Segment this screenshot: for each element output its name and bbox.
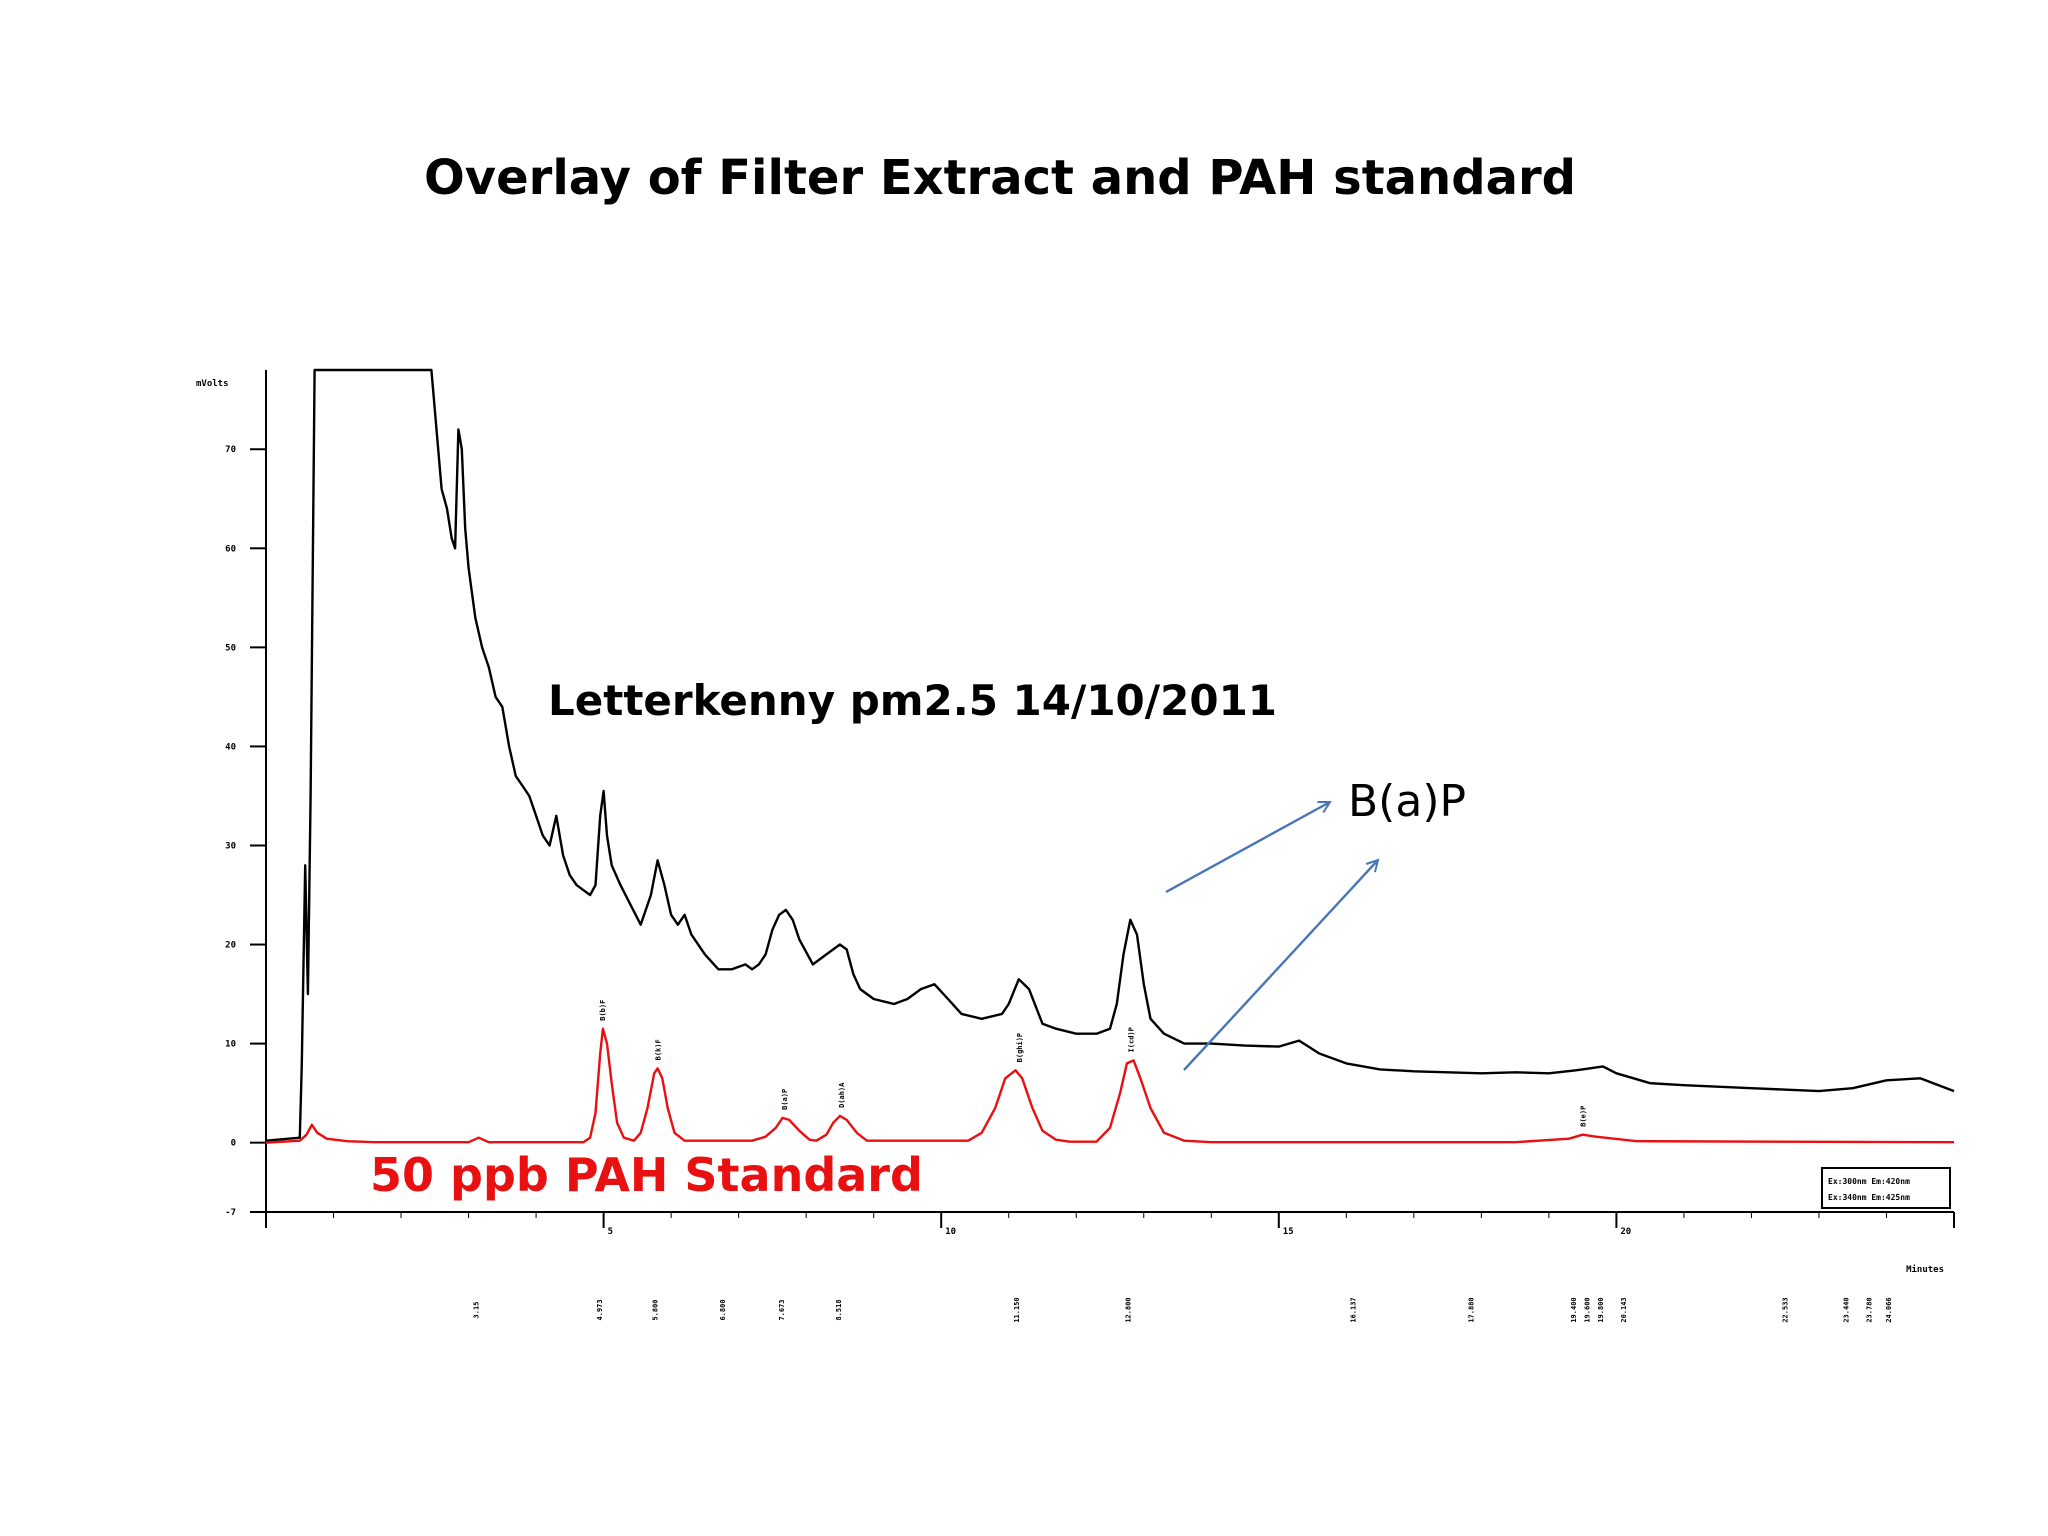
standard-peak-label: B(ghi)P: [1016, 1033, 1024, 1063]
retention-time-label: 8.518: [835, 1299, 843, 1320]
arrow-from-standard-peak: [1183, 860, 1378, 1071]
x-tick-label: 10: [945, 1227, 956, 1237]
bap-arrows: [1165, 800, 1378, 1071]
retention-time-label: 3.15: [473, 1302, 481, 1319]
retention-time-label: 19.600: [1583, 1297, 1591, 1322]
chart-series: [265, 368, 1955, 1144]
retention-time-label: 12.800: [1124, 1297, 1132, 1322]
retention-time-label: 4.973: [596, 1299, 604, 1320]
x-tick-label: 5: [608, 1227, 613, 1237]
legend-entry: Ex:340nm Em:425nm: [1828, 1193, 1910, 1202]
retention-time-label: 20.143: [1620, 1297, 1628, 1322]
y-tick-label: 70: [225, 445, 236, 455]
chart-axes: [265, 370, 1954, 1213]
retention-time-label: 11.150: [1013, 1297, 1021, 1322]
y-tick-label: 10: [225, 1040, 236, 1050]
standard-peak-label: D(ah)A: [838, 1082, 846, 1108]
bap-annotation-label: B(a)P: [1348, 776, 1467, 827]
retention-time-label: 19.800: [1597, 1297, 1605, 1322]
retention-time-label: 22.533: [1781, 1297, 1789, 1322]
arrow-from-sample-peak: [1165, 800, 1330, 894]
retention-time-label: 23.440: [1843, 1297, 1851, 1322]
slide-title: Overlay of Filter Extract and PAH standa…: [424, 150, 1576, 206]
retention-time-label: 17.880: [1467, 1297, 1475, 1322]
retention-time-label: 5.800: [652, 1299, 660, 1320]
x-tick-label: 20: [1620, 1227, 1631, 1237]
x-axis-title: Minutes: [1906, 1264, 1944, 1275]
y-axis-title: mVolts: [196, 379, 229, 389]
detector-legend-box: Ex:300nm Em:420nm Ex:340nm Em:425nm: [1821, 1167, 1951, 1209]
retention-time-label: 7.673: [778, 1299, 786, 1320]
chart-ticks: -7 0 10 20 30 40 50 60 70 mVolts 5 10 15 20 Minutes: [196, 379, 1955, 1275]
standard-peak-label: I(cd)P: [1127, 1027, 1135, 1052]
standard-trace-line: [265, 1027, 1955, 1144]
retention-time-label: 16.137: [1350, 1297, 1358, 1322]
standard-peak-label: B(e)P: [1580, 1106, 1588, 1127]
y-tick-label: 50: [225, 643, 236, 653]
legend-frame: [1821, 1167, 1951, 1209]
retention-time-label: 6.800: [719, 1299, 727, 1320]
legend-entry: Ex:300nm Em:420nm: [1828, 1177, 1910, 1186]
retention-time-label: 19.400: [1570, 1297, 1578, 1322]
y-tick-label: -7: [225, 1208, 236, 1218]
standard-peak-label: B(a)P: [781, 1089, 789, 1110]
retention-time-label: 24.066: [1885, 1297, 1893, 1322]
retention-time-labels: 3.15 4.973 5.800 6.800 7.673 8.518 11.150 12.80…: [473, 1297, 1893, 1322]
retention-time-label: 23.780: [1866, 1297, 1874, 1322]
y-tick-label: 30: [225, 841, 236, 851]
x-tick-label: 15: [1283, 1227, 1294, 1237]
y-tick-label: 20: [225, 941, 236, 951]
standard-peak-label: B(k)F: [655, 1039, 663, 1060]
y-tick-label: 60: [225, 544, 236, 554]
y-tick-label: 0: [231, 1139, 236, 1149]
standard-peak-label: B(b)F: [599, 1000, 607, 1021]
standard-peak-labels: B(b)F B(k)F B(a)P D(ah)A B(ghi)P I(cd)P B(e)P: [599, 1000, 1588, 1127]
y-tick-label: 40: [225, 742, 236, 752]
sample-trace-line: [265, 368, 1955, 1142]
standard-series-label: 50 ppb PAH Standard: [370, 1148, 923, 1202]
sample-series-label: Letterkenny pm2.5 14/10/2011: [548, 676, 1278, 725]
